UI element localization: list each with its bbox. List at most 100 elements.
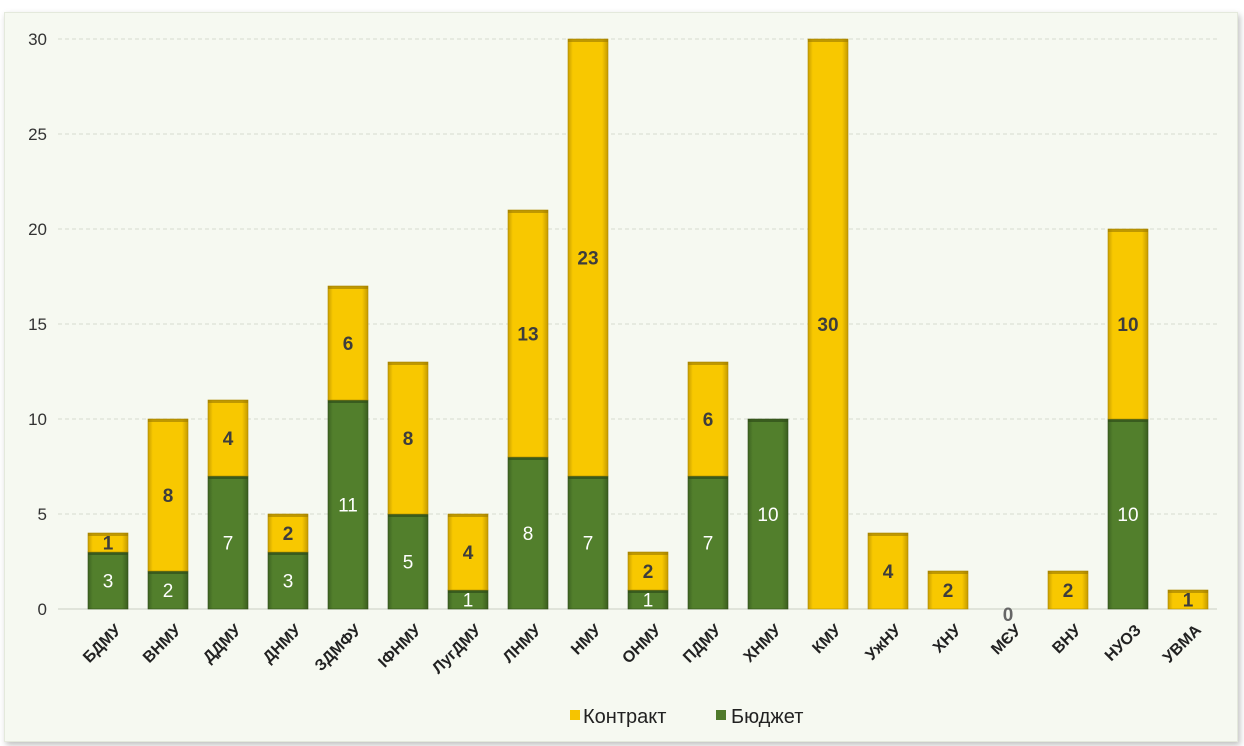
bar-budget xyxy=(1107,418,1149,610)
y-tick-label: 20 xyxy=(28,220,47,239)
x-category-label: ІФНМУ xyxy=(375,621,425,671)
bar-budget-topcap xyxy=(688,476,728,479)
data-label-zero: 0 xyxy=(1003,605,1014,626)
data-label-budget: 1 xyxy=(643,591,654,612)
bar-contract-topcap xyxy=(688,362,728,365)
data-label-contract: 1 xyxy=(103,534,114,555)
data-label-contract: 2 xyxy=(643,562,654,583)
bar-contract xyxy=(567,38,609,477)
data-label-budget: 7 xyxy=(703,534,714,555)
bar-contract xyxy=(867,532,909,610)
y-tick-label: 5 xyxy=(38,505,47,524)
x-category-label: УВМА xyxy=(1160,621,1205,666)
bar-budget xyxy=(507,456,549,610)
data-label-budget: 3 xyxy=(283,572,294,593)
data-label-contract: 8 xyxy=(163,486,174,507)
data-label-contract: 2 xyxy=(943,581,954,602)
legend-swatch-contract xyxy=(570,710,580,720)
bar-budget xyxy=(267,551,309,610)
bar-budget-topcap xyxy=(88,552,128,555)
data-label-budget: 7 xyxy=(583,534,594,555)
data-label-budget: 10 xyxy=(757,505,778,526)
data-label-contract: 2 xyxy=(283,524,294,545)
x-category-label: БДМУ xyxy=(80,621,125,666)
data-label-budget: 11 xyxy=(338,496,358,517)
bar-contract-topcap xyxy=(1048,571,1088,574)
bar-contract-topcap xyxy=(88,533,128,536)
data-label-budget: 3 xyxy=(103,572,114,593)
y-tick-label: 25 xyxy=(28,125,47,144)
y-tick-label: 15 xyxy=(28,315,47,334)
y-tick-label: 0 xyxy=(38,600,47,619)
bar-contract-topcap xyxy=(1168,590,1208,593)
x-axis-labels: БДМУ ВНМУ ДДМУ ДНМУ ЗДМФУ ІФНМУ ЛугДМУ ЛНМУ НМУ О… xyxy=(80,621,1205,677)
data-label-budget: 1 xyxy=(463,591,474,612)
legend: Контракт Бюджет xyxy=(570,706,803,728)
data-label-budget: 10 xyxy=(1117,505,1138,526)
x-category-label: ДДМУ xyxy=(200,621,245,666)
bar-contract-topcap xyxy=(808,39,848,42)
bar-contract-topcap xyxy=(448,514,488,517)
bar-budget-topcap xyxy=(328,400,368,403)
bar-budget xyxy=(747,418,789,610)
data-label-budget: 2 xyxy=(163,581,174,602)
data-label-contract: 4 xyxy=(463,543,474,564)
data-label-contract: 4 xyxy=(883,562,894,583)
legend-swatch-budget xyxy=(716,710,726,720)
bar-budget xyxy=(207,475,249,610)
bar-budget xyxy=(327,399,369,610)
x-category-label: ЛНМУ xyxy=(500,621,545,666)
y-tick-label: 30 xyxy=(28,30,47,49)
bar-contract xyxy=(387,361,429,515)
bar-contract-topcap xyxy=(508,210,548,213)
bar-contract xyxy=(447,513,489,591)
bar-contract-topcap xyxy=(928,571,968,574)
bar-contract-topcap xyxy=(208,400,248,403)
bar-contract-topcap xyxy=(328,286,368,289)
data-label-budget: 5 xyxy=(403,553,414,574)
bar-budget-topcap xyxy=(268,552,308,555)
y-tick-label: 10 xyxy=(28,410,47,429)
x-category-label: ЗДМФУ xyxy=(312,621,366,675)
bar-contract-topcap xyxy=(868,533,908,536)
x-category-label: ВНМУ xyxy=(140,621,186,667)
bar-budget xyxy=(87,551,129,610)
data-label-contract: 8 xyxy=(403,429,414,450)
data-label-contract: 30 xyxy=(817,315,838,336)
bar-budget-topcap xyxy=(388,514,428,517)
bar-contract-topcap xyxy=(388,362,428,365)
bar-budget-topcap xyxy=(748,419,788,422)
bar-budget-topcap xyxy=(148,571,188,574)
x-category-label: ВНУ xyxy=(1049,621,1085,657)
bar-contract xyxy=(687,361,729,477)
bar-contract-topcap xyxy=(628,552,668,555)
bars xyxy=(87,38,1209,610)
data-label-budget: 7 xyxy=(223,534,234,555)
legend-label-contract: Контракт xyxy=(583,706,666,728)
bar-budget-topcap xyxy=(208,476,248,479)
bar-contract xyxy=(207,399,249,477)
bar-budget-topcap xyxy=(568,476,608,479)
bar-contract-topcap xyxy=(268,514,308,517)
data-label-budget: 8 xyxy=(523,524,534,545)
x-category-label: ЛугДМУ xyxy=(429,621,485,677)
legend-label-budget: Бюджет xyxy=(731,706,803,728)
y-axis-ticks: 0 5 10 15 20 25 30 xyxy=(28,30,47,619)
x-category-label: НУОЗ xyxy=(1102,622,1145,665)
bar-contract xyxy=(807,38,849,610)
x-category-label: ДНМУ xyxy=(260,621,305,666)
bar-contract xyxy=(927,570,969,610)
data-labels: 3 1 2 8 7 4 3 2 11 6 5 8 1 4 8 13 7 23 1 2 7 6 10 30 4 2 0 2 10 10 1 xyxy=(103,249,1194,627)
x-category-label: НМУ xyxy=(568,621,605,658)
x-category-label: КМУ xyxy=(809,621,845,657)
bar-contract-topcap xyxy=(1108,229,1148,232)
data-label-contract: 1 xyxy=(1183,591,1194,612)
bar-contract-topcap xyxy=(148,419,188,422)
bar-contract xyxy=(267,513,309,553)
data-label-contract: 13 xyxy=(517,325,538,346)
bar-budget xyxy=(147,570,189,610)
x-category-label: МЄУ xyxy=(988,621,1025,658)
data-label-contract: 2 xyxy=(1063,581,1074,602)
bar-budget-topcap xyxy=(508,457,548,460)
